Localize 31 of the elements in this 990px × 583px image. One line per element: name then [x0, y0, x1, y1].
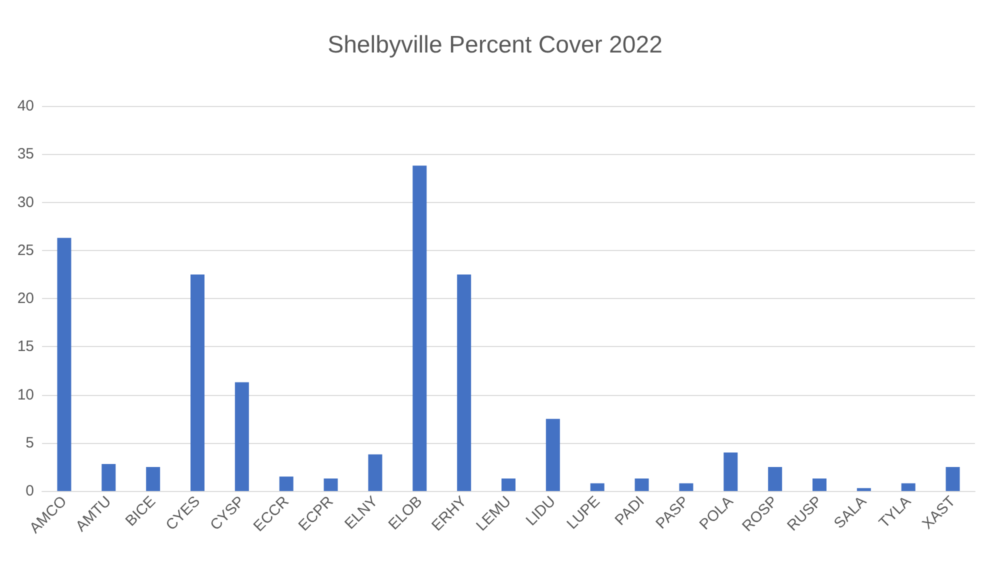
bar: [146, 466, 160, 491]
bar: [901, 483, 916, 491]
y-tick-label: 15: [17, 338, 34, 356]
bar: [368, 454, 382, 491]
bar: [634, 478, 649, 491]
y-tick-label: 40: [17, 98, 34, 114]
bar: [412, 166, 427, 491]
chart-title: Shelbyville Percent Cover 2022: [328, 32, 662, 58]
y-tick-label: 25: [17, 242, 34, 259]
bar: [279, 476, 294, 491]
y-tick-label: 10: [17, 386, 34, 404]
y-tick-label: 30: [17, 194, 34, 211]
bar: [946, 466, 960, 491]
bar: [234, 382, 249, 491]
y-tick-label: 5: [26, 434, 34, 452]
bar: [856, 488, 871, 491]
bar: [190, 274, 204, 491]
bar: [102, 464, 116, 491]
bar: [724, 452, 738, 491]
bar: [324, 478, 338, 491]
y-tick-label: 0: [26, 482, 34, 500]
bar: [457, 274, 472, 491]
bar: [546, 418, 560, 491]
bar: [768, 466, 782, 491]
bar: [812, 478, 826, 491]
y-tick-label: 20: [17, 290, 34, 307]
y-tick-label: 35: [17, 146, 34, 163]
bar: [679, 483, 694, 491]
bar: [57, 238, 72, 491]
bar: [502, 478, 516, 491]
bar: [590, 483, 604, 491]
